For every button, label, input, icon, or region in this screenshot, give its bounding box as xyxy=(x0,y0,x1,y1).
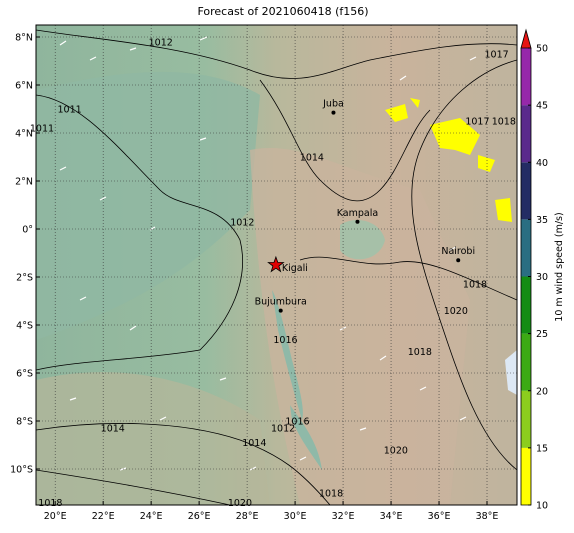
isobar-label: 1014 xyxy=(242,438,266,449)
isobar-label: 1016 xyxy=(273,335,297,346)
colorbar-label: 10 m wind speed (m/s) xyxy=(554,212,565,321)
lon-tick-label: 22°E xyxy=(92,511,115,522)
isobars xyxy=(36,29,517,505)
lake-tanganyika xyxy=(272,290,303,420)
city-label: Kampala xyxy=(337,208,378,219)
colorbar-tick-label: 35 xyxy=(536,215,548,226)
isobar-label: 1020 xyxy=(228,498,252,509)
lat-tick-label: 6°N xyxy=(15,81,33,92)
colorbar-tick-label: 30 xyxy=(536,272,548,283)
lake-victoria xyxy=(340,220,385,260)
map-frame xyxy=(35,24,518,506)
lon-tick-label: 36°E xyxy=(428,511,451,522)
colorbar-segment xyxy=(521,162,531,220)
colorbar-tick-label: 20 xyxy=(536,386,548,397)
lat-tick-label: 8°N xyxy=(15,33,33,44)
lon-tick-label: 34°E xyxy=(380,511,403,522)
city-dot xyxy=(278,308,283,313)
colorbar: 10 15 20 25 30 35 40 45 50 xyxy=(520,28,548,512)
lat-tick-label: 8°S xyxy=(16,417,33,428)
lat-tick-label: 4°N xyxy=(15,129,33,140)
isobar-label: 1018 xyxy=(319,489,343,500)
colorbar-segment xyxy=(521,48,531,106)
lat-tick-label: 10°S xyxy=(10,465,33,476)
colorbar-tick-label: 50 xyxy=(536,44,548,55)
isobar-label: 1018 xyxy=(38,498,62,509)
lat-tick-label: 2°S xyxy=(16,273,33,284)
city-dot xyxy=(355,219,360,224)
isobar-label: 1016 xyxy=(285,417,309,428)
wind-area xyxy=(385,98,512,222)
isobar-label: 1018 xyxy=(463,280,487,291)
isobar-label: 1018 xyxy=(492,117,516,128)
lat-tick-label: 2°N xyxy=(15,177,33,188)
city-label: Nairobi xyxy=(441,246,475,257)
colorbar-tick-label: 10 xyxy=(536,501,548,512)
lon-tick-label: 32°E xyxy=(332,511,355,522)
lon-tick-label: 24°E xyxy=(140,511,163,522)
colorbar-segment xyxy=(521,219,531,277)
colorbar-segment xyxy=(521,276,531,334)
isobar-label: 1020 xyxy=(444,306,468,317)
colorbar-tick-label: 45 xyxy=(536,101,548,112)
lon-tick-label: 30°E xyxy=(284,511,307,522)
city-dot xyxy=(331,110,336,115)
city-label: Kigali xyxy=(282,263,308,274)
lat-tick-label: 0° xyxy=(22,225,33,236)
isobar-label: 1017 xyxy=(465,117,489,128)
colorbar-tick-label: 15 xyxy=(536,443,548,454)
isobar-label: 1011 xyxy=(30,124,54,135)
lon-tick-label: 20°E xyxy=(44,511,67,522)
city-label: Juba xyxy=(322,99,344,110)
colorbar-segment xyxy=(521,333,531,391)
colorbar-segment xyxy=(521,105,531,163)
graticule xyxy=(36,25,517,505)
isobar-label: 1020 xyxy=(384,445,408,456)
city-dot xyxy=(456,258,461,263)
title: Forecast of 2021060418 (f156) xyxy=(197,5,368,18)
lat-tick-label: 4°S xyxy=(16,321,33,332)
city-star xyxy=(267,255,285,273)
isobar-label: 1014 xyxy=(101,424,125,435)
colorbar-tick-label: 40 xyxy=(536,158,548,169)
colorbar-tick-label: 25 xyxy=(536,329,548,340)
isobar-label: 1012 xyxy=(230,217,254,228)
plateau xyxy=(36,372,270,505)
isobar-label: 1018 xyxy=(408,347,432,358)
map-background xyxy=(36,25,517,505)
lat-tick-label: 6°S xyxy=(16,369,33,380)
colorbar-segment xyxy=(521,390,531,448)
lon-tick-label: 26°E xyxy=(188,511,211,522)
lon-tick-label: 28°E xyxy=(236,511,259,522)
colorbar-extend xyxy=(520,28,532,49)
highland xyxy=(250,148,470,505)
isobar-label: 1012 xyxy=(149,37,173,48)
isobar-label: 1012 xyxy=(271,424,295,435)
ocean xyxy=(505,350,517,395)
isobar-label: 1014 xyxy=(300,153,324,164)
city-label: Bujumbura xyxy=(255,297,307,308)
isobar-label: 1011 xyxy=(57,105,81,116)
lon-tick-label: 38°E xyxy=(476,511,499,522)
colorbar-segment xyxy=(521,447,531,505)
isobar-label: 1017 xyxy=(485,49,509,60)
